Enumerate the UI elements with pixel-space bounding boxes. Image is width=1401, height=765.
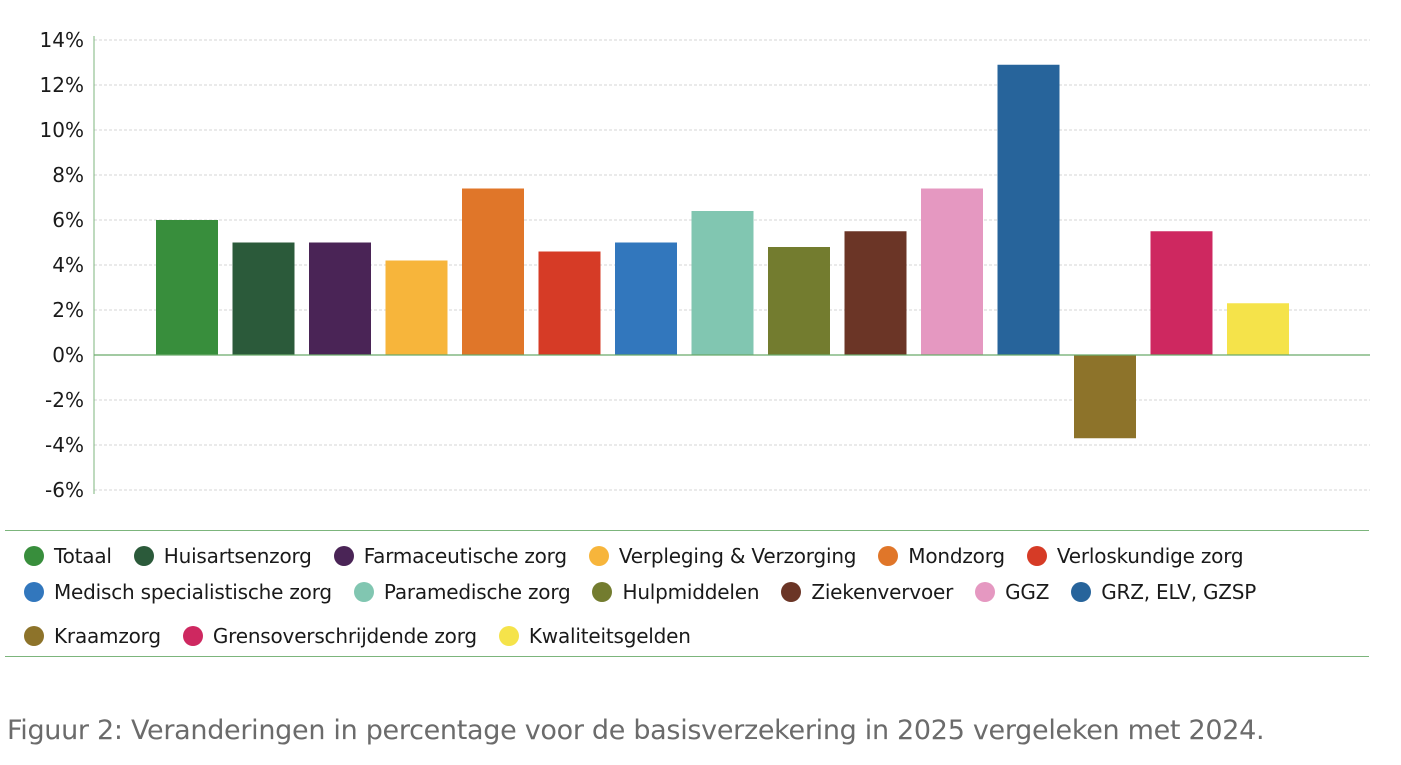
- legend-item: Hulpmiddelen: [592, 580, 760, 604]
- legend-swatch: [592, 582, 613, 602]
- bar-grensoverschrijdende-zorg: [1150, 231, 1213, 355]
- legend-item: GRZ, ELV, GZSP: [1071, 580, 1256, 604]
- legend-label: Verpleging & Verzorging: [618, 544, 857, 568]
- legend-label: Kwaliteitsgelden: [528, 624, 691, 648]
- legend-label: Ziekenvervoer: [811, 580, 954, 604]
- legend-swatch: [878, 546, 899, 566]
- legend-item: Mondzorg: [878, 544, 1005, 568]
- legend-label: GRZ, ELV, GZSP: [1101, 580, 1257, 604]
- legend-label: Kraamzorg: [54, 624, 161, 648]
- bar-mondzorg: [462, 188, 524, 355]
- figure-caption: Figuur 2: Veranderingen in percentage vo…: [7, 715, 1265, 746]
- bar-verloskundige-zorg: [538, 251, 601, 355]
- bar-kraamzorg: [1074, 355, 1136, 439]
- bar-chart: 14% 12% 10% 8% 6% 4% 2% 0% -2% -4% -6%: [40, 28, 1370, 502]
- legend-swatch: [24, 546, 44, 566]
- legend-item: Grensoverschrijdende zorg: [182, 624, 477, 648]
- legend-swatch: [133, 546, 154, 566]
- legend-item: Verpleging & Verzorging: [588, 544, 857, 568]
- legend-label: Grensoverschrijdende zorg: [212, 624, 477, 648]
- y-tick-label: 10%: [40, 118, 84, 142]
- bar-verpleging-verzorging: [385, 260, 448, 355]
- legend-item: Totaal: [24, 544, 112, 568]
- legend-label: Paramedische zorg: [383, 580, 571, 604]
- legend-item: Huisartsenzorg: [133, 544, 312, 568]
- y-tick-label: 14%: [40, 28, 84, 52]
- legend-swatch: [24, 582, 44, 602]
- legend-swatch: [24, 626, 44, 646]
- y-tick-label: 2%: [52, 298, 84, 322]
- legend-label: Huisartsenzorg: [163, 544, 312, 568]
- legend-label: Verloskundige zorg: [1056, 544, 1244, 568]
- legend-label: GGZ: [1005, 580, 1050, 604]
- legend-swatch: [333, 546, 354, 566]
- bar-kwaliteitsgelden: [1227, 303, 1289, 355]
- bar-hulpmiddelen: [768, 247, 830, 355]
- y-tick-label: -4%: [45, 433, 84, 457]
- legend-item: Paramedische zorg: [353, 580, 571, 604]
- y-axis-ticks: 14% 12% 10% 8% 6% 4% 2% 0% -2% -4% -6%: [40, 28, 84, 502]
- legend-swatch: [781, 582, 802, 602]
- legend-item: Medisch specialistische zorg: [24, 580, 332, 604]
- legend-swatch: [1026, 546, 1047, 566]
- bar-medisch-specialistische-zorg: [615, 242, 677, 355]
- y-tick-label: -2%: [45, 388, 84, 412]
- y-tick-label: 4%: [52, 253, 84, 277]
- legend-label: Mondzorg: [908, 544, 1005, 568]
- legend-label: Hulpmiddelen: [622, 580, 760, 604]
- legend-row-3: Kraamzorg Grensoverschrijdende zorg Kwalit…: [24, 621, 713, 651]
- legend-item: Verloskundige zorg: [1026, 544, 1244, 568]
- legend-swatch: [182, 626, 203, 646]
- legend-top-rule: [5, 530, 1369, 531]
- bar-totaal: [156, 220, 218, 355]
- y-tick-label: 6%: [52, 208, 84, 232]
- bar-grz-elv-gzsp: [997, 64, 1060, 355]
- legend-swatch: [1071, 582, 1092, 602]
- y-tick-label: 8%: [52, 163, 84, 187]
- y-tick-label: 12%: [40, 73, 84, 97]
- legend-swatch: [975, 582, 996, 602]
- legend-bottom-rule: [5, 656, 1369, 657]
- legend-row-1: Totaal Huisartsenzorg Farmaceutische zorg V…: [24, 541, 1265, 571]
- legend-item: Farmaceutische zorg: [333, 544, 567, 568]
- legend-swatch: [588, 546, 609, 566]
- y-tick-label: -6%: [45, 478, 84, 502]
- y-tick-label: 0%: [52, 343, 84, 367]
- legend-item: Ziekenvervoer: [781, 580, 953, 604]
- legend-label: Totaal: [54, 544, 112, 568]
- legend-label: Medisch specialistische zorg: [54, 580, 332, 604]
- legend-swatch: [498, 626, 519, 646]
- bar-ggz: [921, 188, 983, 355]
- legend-row-2: Medisch specialistische zorg Paramedische…: [24, 577, 1278, 607]
- legend-item: Kwaliteitsgelden: [498, 624, 691, 648]
- legend-label: Farmaceutische zorg: [363, 544, 567, 568]
- bar-paramedische-zorg: [691, 211, 754, 355]
- bar-huisartsenzorg: [232, 242, 295, 355]
- axes: [93, 36, 1370, 494]
- bar-ziekenvervoer: [844, 231, 907, 355]
- bar-farmaceutische-zorg: [309, 242, 371, 355]
- legend-swatch: [353, 582, 374, 602]
- legend-item: Kraamzorg: [24, 624, 161, 648]
- legend-item: GGZ: [975, 580, 1049, 604]
- bars: [156, 64, 1289, 439]
